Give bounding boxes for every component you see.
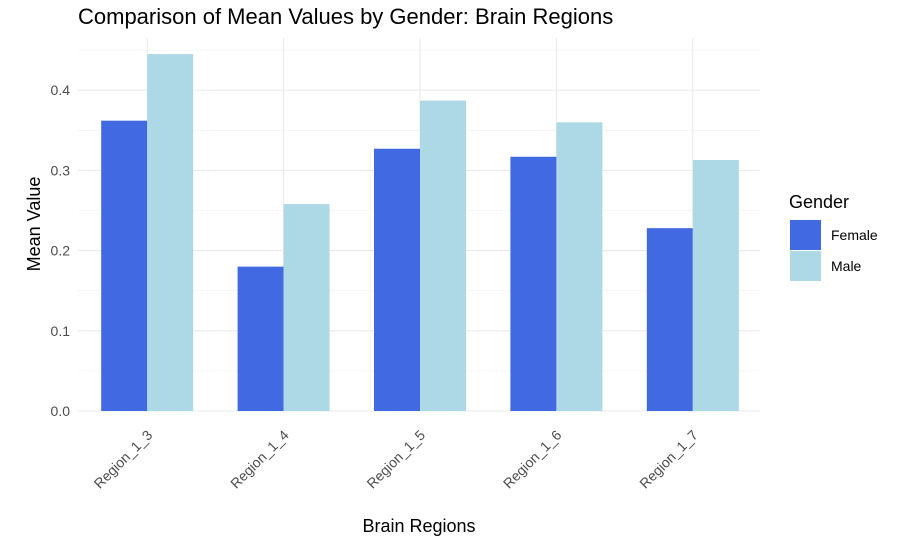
bar-female-region_1_4 bbox=[237, 266, 284, 411]
legend-title: Gender bbox=[789, 192, 849, 212]
x-tick-label: Region_1_6 bbox=[500, 427, 565, 492]
bar-male-region_1_6 bbox=[556, 122, 603, 411]
x-axis-title: Brain Regions bbox=[362, 516, 475, 536]
y-tick-label: 0.0 bbox=[51, 403, 71, 419]
y-tick-label: 0.1 bbox=[51, 323, 71, 339]
bar-male-region_1_7 bbox=[692, 159, 739, 411]
y-axis-title: Mean Value bbox=[24, 177, 44, 272]
x-tick-label: Region_1_3 bbox=[91, 427, 156, 492]
legend: Gender Female Male bbox=[789, 192, 878, 281]
chart-title: Comparison of Mean Values by Gender: Bra… bbox=[78, 4, 613, 29]
x-axis-ticks: Region_1_3 Region_1_4 Region_1_5 Region_1_6… bbox=[91, 427, 701, 492]
y-axis-ticks: 0.0 0.1 0.2 0.3 0.4 bbox=[51, 82, 71, 419]
legend-swatch-female bbox=[790, 220, 821, 250]
bars bbox=[101, 54, 739, 412]
legend-label-female: Female bbox=[831, 227, 878, 243]
bar-male-region_1_4 bbox=[283, 204, 330, 411]
legend-swatch-male bbox=[790, 251, 821, 281]
bar-female-region_1_6 bbox=[510, 156, 557, 411]
x-tick-label: Region_1_7 bbox=[636, 427, 701, 492]
bar-male-region_1_5 bbox=[420, 100, 466, 411]
bar-female-region_1_7 bbox=[646, 228, 693, 411]
x-tick-label: Region_1_5 bbox=[363, 427, 428, 492]
y-tick-label: 0.3 bbox=[51, 162, 71, 178]
bar-female-region_1_5 bbox=[374, 148, 420, 411]
y-tick-label: 0.2 bbox=[51, 243, 71, 259]
y-tick-label: 0.4 bbox=[51, 82, 71, 98]
bar-female-region_1_3 bbox=[101, 120, 148, 412]
legend-label-male: Male bbox=[831, 258, 862, 274]
bar-male-region_1_3 bbox=[147, 54, 194, 412]
x-tick-label: Region_1_4 bbox=[227, 427, 292, 492]
